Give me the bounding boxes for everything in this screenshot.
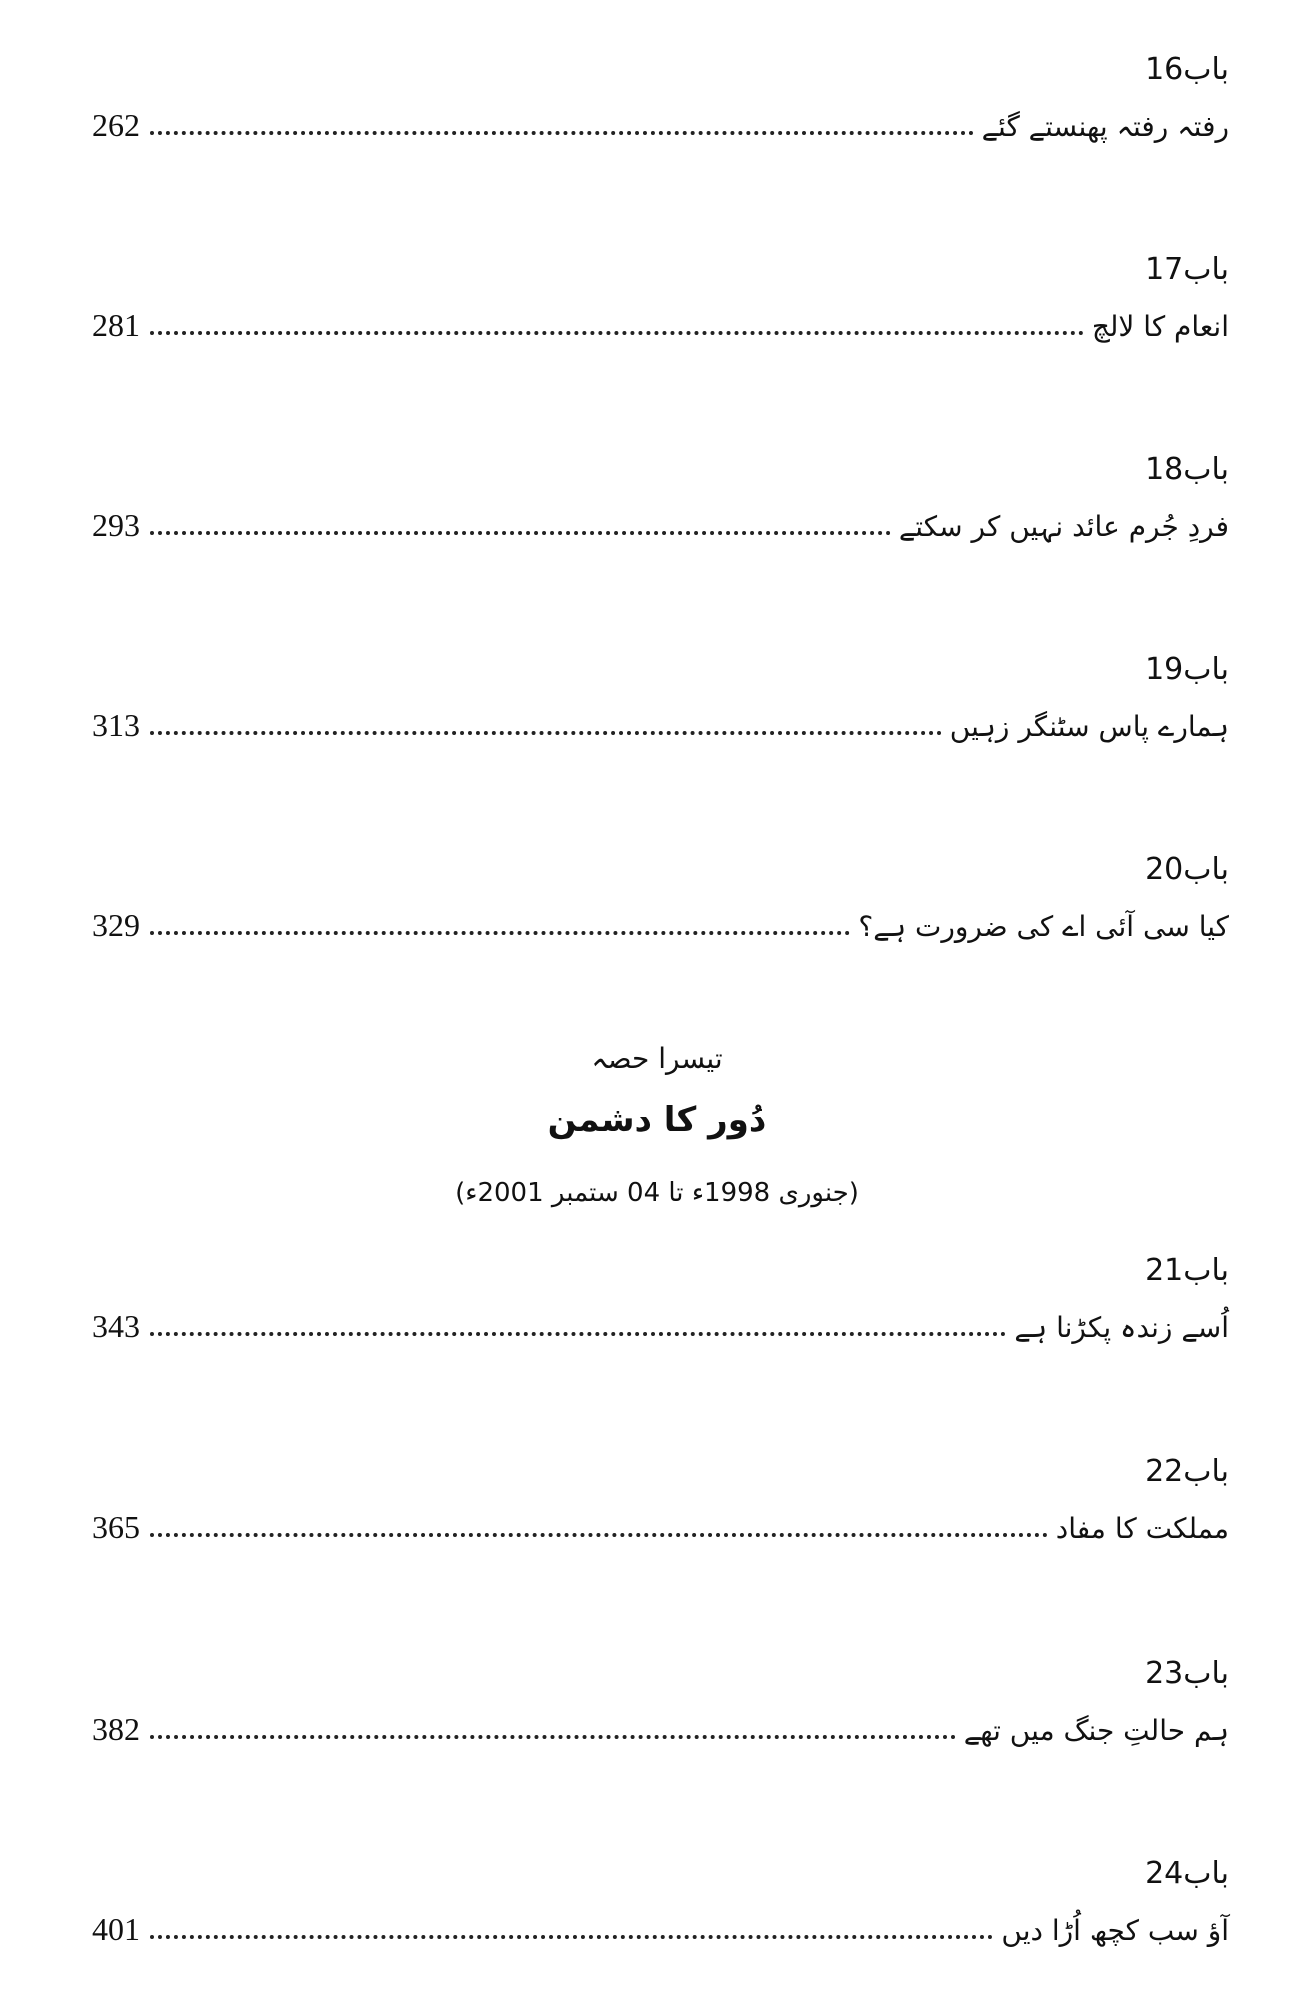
toc-entry[interactable]: 293 فردِ جُرم عائد نہیں کر سکتے [92,509,1229,541]
chapter-title: کیا سی آئی اے کی ضرورت ہے؟ [858,910,1229,943]
chapter-label: باب20 [1145,852,1229,887]
toc-entry[interactable]: 313 ہمارے پاس سٹنگر زہیں [92,709,1229,741]
chapter-title: ہمارے پاس سٹنگر زہیں [949,710,1229,743]
chapter-title: مملکت کا مفاد [1055,1512,1229,1545]
dot-leader [150,531,891,535]
dot-leader [150,1533,1048,1537]
toc-entry[interactable]: 281 انعام کا لالچ [92,309,1229,341]
dot-leader [150,1935,994,1939]
chapter-label: باب22 [1145,1454,1229,1489]
chapter-title: رفتہ رفتہ پھنستے گئے [981,110,1229,143]
page-number: 329 [92,907,140,943]
dot-leader [150,1332,1007,1336]
chapter-label: باب24 [1145,1856,1229,1891]
page-number: 281 [92,307,140,343]
chapter-label: باب17 [1145,252,1229,287]
page-number: 262 [92,107,140,143]
toc-entry[interactable]: 382 ہم حالتِ جنگ میں تھے [92,1713,1229,1745]
toc-entry[interactable]: 262 رفتہ رفتہ پھنستے گئے [92,109,1229,141]
page-number: 401 [92,1911,140,1947]
chapter-label: باب19 [1145,652,1229,687]
dot-leader [150,131,974,135]
toc-entry[interactable]: 343 اُسے زندہ پکڑنا ہے [92,1310,1229,1342]
chapter-title: انعام کا لالچ [1091,310,1229,343]
page-number: 293 [92,507,140,543]
chapter-label: باب21 [1145,1253,1229,1288]
part-dates: (جنوری 1998ء تا 04 ستمبر 2001ء) [455,1178,859,1208]
toc-entry[interactable]: 329 کیا سی آئی اے کی ضرورت ہے؟ [92,909,1229,941]
part-heading: تیسرا حصہ [591,1042,723,1075]
chapter-label: باب23 [1145,1656,1229,1691]
chapter-title: فردِ جُرم عائد نہیں کر سکتے [898,510,1229,543]
dot-leader [150,931,851,935]
page-number: 343 [92,1308,140,1344]
dot-leader [150,1735,956,1739]
chapter-label: باب16 [1145,52,1229,87]
part-title: دُور کا دشمن [547,1100,767,1140]
toc-entry[interactable]: 401 آؤ سب کچھ اُڑا دیں [92,1913,1229,1945]
toc-entry[interactable]: 365 مملکت کا مفاد [92,1511,1229,1543]
chapter-label: باب18 [1145,452,1229,487]
page-number: 313 [92,707,140,743]
dot-leader [150,331,1084,335]
dot-leader [150,731,942,735]
page-number: 382 [92,1711,140,1747]
chapter-title: اُسے زندہ پکڑنا ہے [1014,1311,1229,1344]
page-number: 365 [92,1509,140,1545]
chapter-title: آؤ سب کچھ اُڑا دیں [1001,1914,1229,1947]
chapter-title: ہم حالتِ جنگ میں تھے [963,1714,1229,1747]
